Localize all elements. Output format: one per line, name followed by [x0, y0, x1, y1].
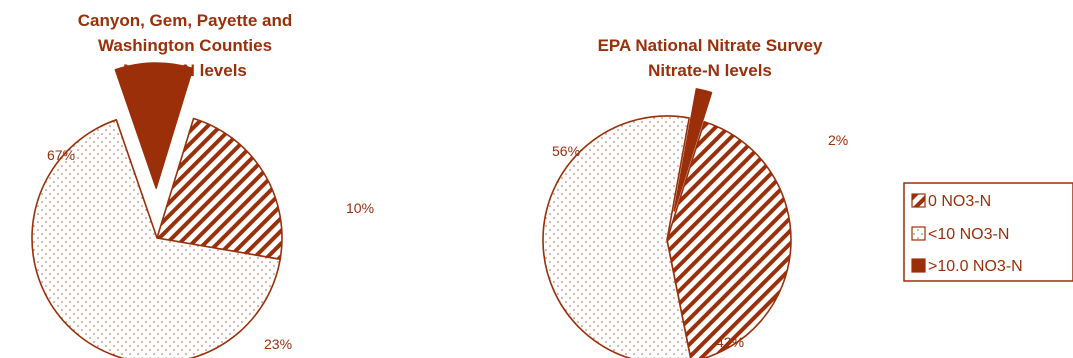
- pie-chart-right: 42% 56% 2%: [542, 88, 848, 358]
- legend-box: [903, 182, 1073, 282]
- pie-slice-dots: [542, 115, 692, 358]
- legend: 0 NO3-N <10 NO3-N >10.0 NO3-N: [903, 182, 1073, 282]
- legend-item-under-ten: <10 NO3-N: [911, 226, 1009, 243]
- right-chart-title: EPA National Nitrate Survey Nitrate-N le…: [540, 33, 880, 83]
- pie-slice-solid: [114, 62, 194, 189]
- legend-label-over-ten: >10.0 NO3-N: [928, 258, 1023, 275]
- slice-percent-label: 23%: [264, 336, 292, 352]
- legend-label-zero: 0 NO3-N: [928, 193, 991, 210]
- right-title-line-2: Nitrate-N levels: [648, 61, 772, 80]
- slice-percent-label: 2%: [828, 132, 848, 148]
- slice-percent-label: 67%: [47, 147, 75, 163]
- left-title-line-2: Washington Counties: [97, 36, 273, 55]
- pie-slice-dots: [31, 119, 281, 358]
- legend-swatch-dots: [911, 226, 926, 241]
- slice-percent-label: 10%: [346, 200, 374, 216]
- slice-percent-label: 42%: [716, 334, 744, 350]
- right-title-line-1: EPA National Nitrate Survey: [597, 36, 823, 55]
- legend-item-zero: 0 NO3-N: [911, 193, 991, 210]
- pie-chart-left: 23% 67% 10%: [31, 62, 374, 358]
- legend-label-under-ten: <10 NO3-N: [928, 226, 1009, 243]
- slice-percent-label: 56%: [552, 143, 580, 159]
- pie-slice-hatch: [156, 117, 283, 261]
- legend-swatch-solid: [911, 258, 926, 273]
- left-title-line-1: Canyon, Gem, Payette and: [77, 11, 293, 30]
- legend-swatch-hatch: [911, 193, 926, 208]
- legend-item-over-ten: >10.0 NO3-N: [911, 258, 1023, 275]
- pie-slice-hatch: [666, 120, 792, 358]
- pie-slice-solid: [673, 88, 713, 212]
